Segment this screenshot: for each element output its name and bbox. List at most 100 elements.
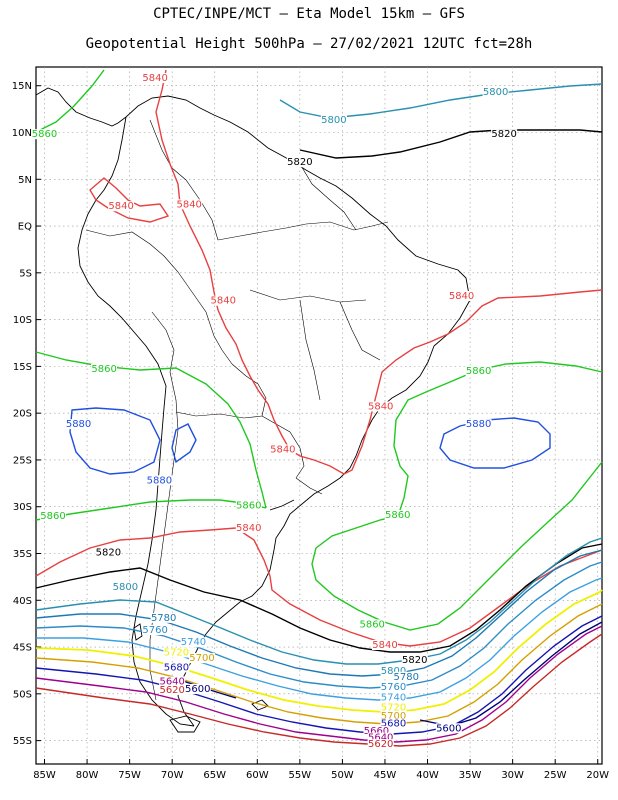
contour-value-label: 5840	[211, 296, 236, 307]
lat-tick-label: 25S	[13, 455, 32, 466]
contour-label-background	[188, 653, 215, 664]
contour-value-label: 5600	[185, 684, 210, 695]
contour-label-background	[31, 129, 58, 140]
contour-value-label: 5800	[381, 666, 406, 677]
contour-5760	[35, 561, 603, 689]
border-colombia-venezuela	[149, 119, 219, 241]
lat-tick-label: 5S	[19, 268, 32, 279]
contour-value-label: 5840	[236, 523, 261, 534]
coastline-pacific	[77, 116, 195, 727]
contour-label-background	[384, 509, 411, 520]
contour-value-label: 5800	[483, 87, 508, 98]
contour-label-background	[359, 619, 386, 630]
lat-tick-label: 35S	[13, 549, 32, 560]
contour-value-label: 5860	[385, 510, 410, 521]
lat-tick-label: 15S	[13, 362, 32, 373]
contour-label-background	[180, 637, 207, 648]
contour-value-label: 5820	[287, 157, 312, 168]
coastline-brazil-east	[239, 345, 435, 603]
contour-label-background	[482, 87, 509, 98]
lon-tick-label: 75W	[118, 770, 141, 781]
contour-label-background	[65, 419, 92, 430]
latitude-tick-labels: 15N 10N 5N EQ 5S 10S 15S 20S 25S 30S 35S 40S 45S 50S 5…	[12, 81, 32, 747]
border-venezuela-guyana	[299, 163, 357, 231]
lon-tick-label: 45W	[374, 770, 397, 781]
contour-value-label: 5760	[381, 682, 406, 693]
contour-label-background	[235, 500, 262, 511]
contour-value-label: 5740	[181, 637, 206, 648]
lon-tick-label: 65W	[203, 770, 226, 781]
contour-value-label: 5700	[381, 711, 406, 722]
contour-value-label: 5680	[164, 662, 189, 673]
contour-label-background	[146, 475, 173, 486]
contour-label-background	[380, 692, 407, 703]
lat-tick-label: 10N	[12, 128, 32, 139]
contour-value-label: 5620	[159, 685, 184, 696]
contour-5860-north	[35, 69, 105, 133]
border-ecuador-peru	[85, 229, 165, 257]
island-tierra-del-fuego	[169, 715, 201, 733]
country-borders	[85, 119, 389, 701]
contour-label-background	[235, 523, 262, 534]
contour-value-label: 5840	[372, 640, 397, 651]
contour-label-background	[150, 612, 177, 623]
contour-label-background	[491, 129, 518, 140]
contour-5840-colombia	[89, 177, 170, 223]
contour-label-background	[40, 510, 67, 521]
lon-tick-label: 35W	[459, 770, 482, 781]
contour-label-background	[367, 739, 394, 750]
contour-value-label: 5860	[40, 511, 65, 522]
contour-label-background	[401, 654, 428, 665]
lat-tick-label: 50S	[13, 689, 32, 700]
border-brazil-uruguay	[295, 477, 323, 495]
contour-label-background	[142, 625, 169, 636]
contour-value-label: 5820	[491, 129, 516, 140]
contour-label-background	[367, 401, 394, 412]
longitude-tick-labels: 85W 80W 75W 70W 65W 60W 55W 50W 45W 40W 35W 30W 25W 2…	[33, 770, 609, 781]
contour-label-background	[320, 115, 347, 126]
coastlines	[35, 87, 471, 733]
lon-tick-label: 70W	[161, 770, 184, 781]
contour-value-label: 5840	[176, 199, 201, 210]
contour-value-label: 5660	[364, 726, 389, 737]
contour-value-label: 5880	[147, 475, 172, 486]
contour-label-background	[142, 73, 169, 84]
contour-value-label: 5720	[381, 703, 406, 714]
lon-tick-label: 25W	[544, 770, 567, 781]
contour-label-background	[159, 684, 186, 695]
lat-tick-label: 20S	[13, 409, 32, 420]
contour-label-background	[380, 682, 407, 693]
contour-value-label: 5760	[142, 625, 167, 636]
contour-value-label: 5860	[236, 501, 261, 512]
lat-tick-label: 5N	[18, 175, 32, 186]
lon-tick-label: 40W	[416, 770, 439, 781]
contour-value-label: 5740	[381, 692, 406, 703]
contour-value-label: 5640	[368, 733, 393, 744]
lat-tick-label: 15N	[12, 81, 32, 92]
lat-tick-label: EQ	[18, 222, 32, 233]
contour-label-background	[112, 581, 139, 592]
lat-tick-label: 40S	[13, 596, 32, 607]
contour-5800-north	[279, 83, 603, 119]
lat-tick-label: 45S	[13, 643, 32, 654]
contour-label-background	[363, 726, 390, 737]
contour-value-label: 5720	[164, 647, 189, 658]
contour-label-background	[465, 419, 492, 430]
contour-value-label: 5820	[96, 547, 121, 558]
contour-5800-south	[35, 537, 603, 665]
contour-5880-chile	[171, 423, 197, 464]
contour-value-label: 5860	[466, 366, 491, 377]
contour-label-background	[380, 702, 407, 713]
contour-value-label: 5840	[449, 291, 474, 302]
contour-label-background	[435, 723, 462, 734]
contour-value-label: 5800	[321, 115, 346, 126]
contour-value-label: 5840	[368, 401, 393, 412]
contour-label-background	[269, 444, 296, 455]
border-bolivia-brazil	[231, 363, 267, 417]
contour-value-label: 5860	[32, 129, 57, 140]
contour-label-background	[393, 671, 420, 682]
contour-label-background	[91, 363, 118, 374]
contour-label-background	[465, 365, 492, 376]
contour-5840-main	[155, 69, 603, 475]
contour-5700	[35, 603, 603, 725]
